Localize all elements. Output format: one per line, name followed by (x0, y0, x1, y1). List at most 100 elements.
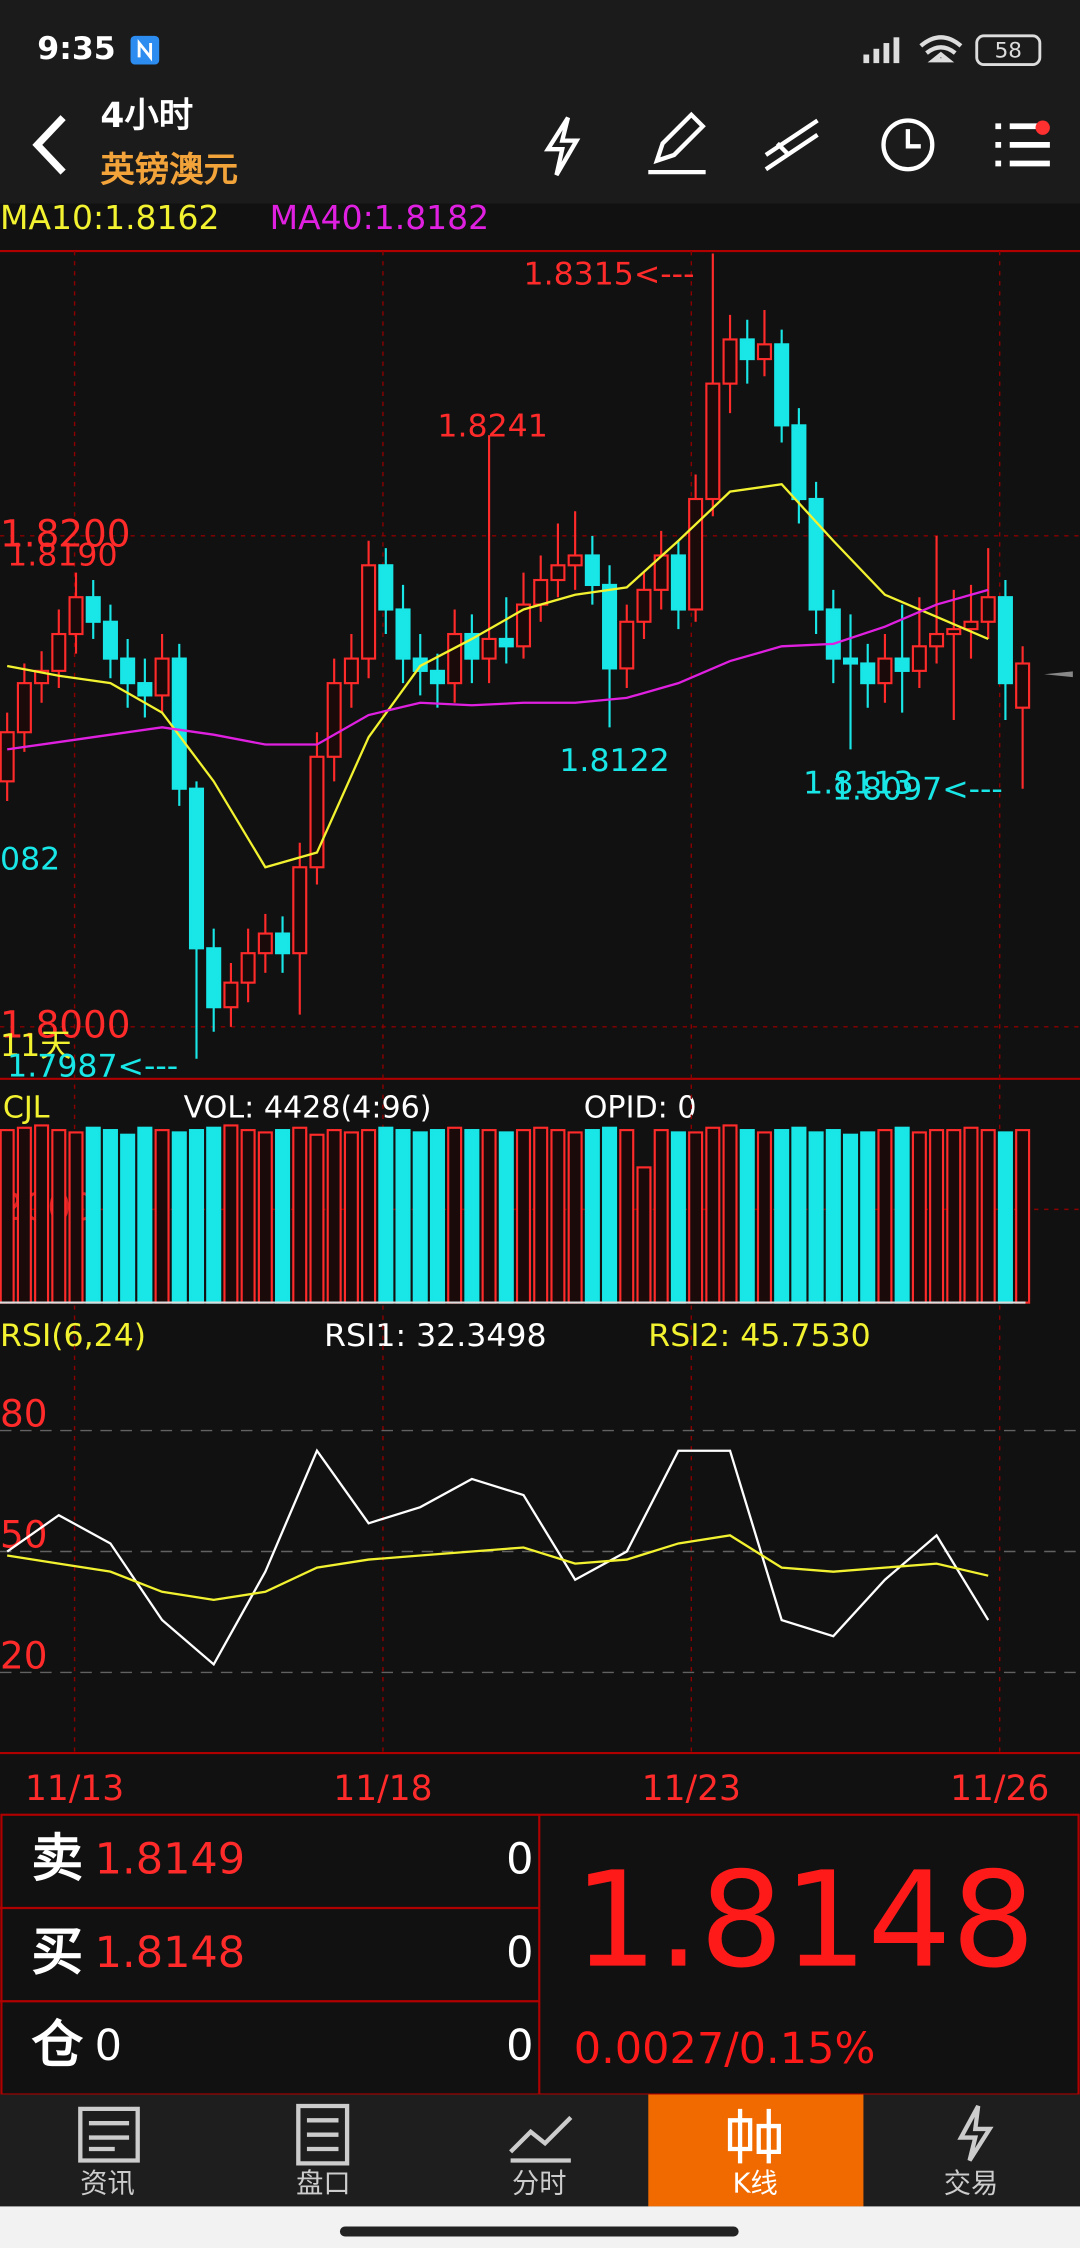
candle-body (722, 338, 738, 385)
volume-bar (602, 1126, 618, 1304)
candle-body (257, 932, 273, 955)
volume-bar (51, 1129, 67, 1304)
tab-icon (727, 2108, 781, 2164)
candle-body (584, 554, 600, 587)
volume-bar (447, 1126, 463, 1304)
menu-button[interactable] (995, 123, 1050, 167)
volume-bar (825, 1129, 841, 1304)
candle-body (343, 657, 359, 685)
candle-body (326, 682, 342, 758)
ma10-label: MA10:1.8162 (0, 198, 220, 237)
candle-body (85, 596, 101, 623)
volume-bar (860, 1131, 876, 1304)
panel-borders (0, 249, 1080, 2096)
volume-bar (309, 1133, 325, 1304)
candle-body (68, 596, 84, 636)
battery-level: 58 (995, 39, 1022, 64)
tab-bar (0, 2094, 1080, 2207)
candle-body (963, 620, 979, 631)
candle-body (756, 343, 772, 361)
flash-button[interactable] (543, 116, 581, 177)
symbol-label: 英镑澳元 (100, 151, 238, 191)
volume-bar (756, 1131, 772, 1304)
volume-bar (498, 1131, 514, 1304)
price-change: 0.0027/0.15% (574, 2024, 876, 2074)
candle-body (997, 596, 1013, 685)
price-annotation: 1.8241 (437, 409, 547, 445)
price-tick-label: 1.8200 (0, 511, 130, 555)
volume-bar (68, 1131, 84, 1304)
price-annotation: 082 (0, 842, 60, 878)
volume-bar (670, 1131, 686, 1304)
candle-body (275, 932, 291, 955)
rsi-title: RSI(6,24) (0, 1318, 146, 1354)
tab-label: 交易 (944, 2168, 999, 2199)
candle-body (636, 588, 652, 623)
volume-bar (584, 1129, 600, 1304)
tab-icon (509, 2115, 573, 2163)
date-label: 11/26 (950, 1769, 1049, 1809)
quote-row-value: 1.8148 (95, 1928, 245, 1978)
clock-button[interactable] (881, 118, 935, 172)
candle-body (825, 608, 841, 660)
rsi-tick-label: 80 (0, 1392, 47, 1436)
candle-body (361, 564, 377, 660)
volume-bar (223, 1124, 239, 1304)
volume-bar (0, 1129, 15, 1304)
draw-button[interactable] (648, 111, 706, 175)
candle-body (877, 657, 893, 685)
volume-bar (188, 1129, 205, 1304)
candle-body (739, 338, 755, 361)
price-tick-label: 1.8000 (0, 1002, 130, 1046)
volume-bar (206, 1126, 222, 1304)
candle-body (378, 564, 394, 611)
volume-bar (412, 1131, 428, 1304)
volume-bar (567, 1131, 583, 1304)
volume-bar (808, 1131, 824, 1304)
candle-body (894, 657, 910, 672)
candle-body (515, 603, 532, 648)
price-annotation: 1.8190 (7, 538, 117, 574)
candle-body (447, 632, 463, 685)
candle-body (860, 662, 876, 685)
menu-badge (1035, 120, 1050, 135)
candle-body (309, 755, 325, 869)
candle-body (670, 554, 686, 611)
candle-body (602, 583, 618, 670)
candle-body (774, 343, 790, 427)
volume-bar (963, 1126, 979, 1304)
volume-bar (34, 1124, 50, 1304)
candle-body (223, 981, 239, 1009)
volume-bar (877, 1129, 893, 1304)
volume-bar (171, 1131, 187, 1304)
volume-bar (550, 1129, 566, 1304)
candle-body (120, 657, 136, 685)
rsi2-label: RSI2: 45.7530 (648, 1318, 870, 1354)
volume-bar (722, 1124, 738, 1304)
candle-body (240, 952, 256, 984)
volume-bar (774, 1129, 790, 1304)
date-label: 11/23 (642, 1769, 741, 1809)
volume-bar (688, 1131, 704, 1304)
candle-body (705, 382, 721, 501)
tab-icon (957, 2104, 994, 2162)
volume-bar (292, 1126, 308, 1304)
price-annotation: 1.7987<--- (7, 1048, 178, 1084)
rsi-tick-label: 20 (0, 1634, 47, 1678)
candle-body (395, 608, 411, 660)
signal-icon (863, 37, 900, 64)
volume-bar (946, 1129, 962, 1304)
volume-bar (120, 1133, 136, 1304)
candle-body (980, 596, 996, 623)
candle-body (929, 632, 945, 648)
quote-row-label: 仓 (32, 2016, 84, 2076)
tab-icon (78, 2106, 140, 2163)
candle-body (688, 497, 704, 611)
tab-label: 分时 (512, 2168, 567, 2199)
price-annotation: 1.8122 (559, 743, 669, 779)
candle-body (791, 424, 807, 501)
back-button[interactable] (32, 115, 66, 175)
line-tool-button[interactable] (764, 118, 819, 172)
volume-bar (275, 1129, 291, 1304)
